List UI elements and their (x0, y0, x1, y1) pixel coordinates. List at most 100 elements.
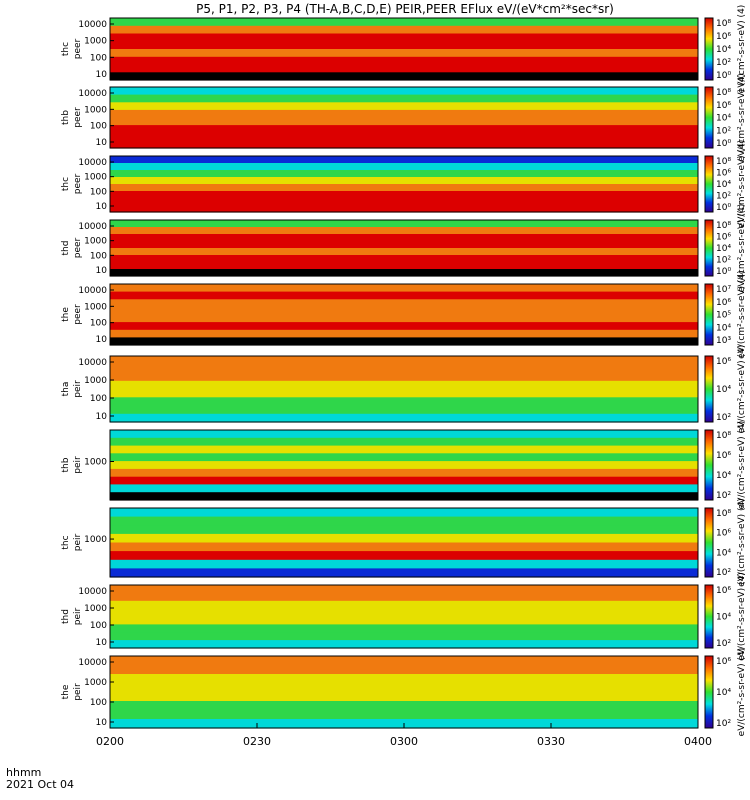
colorbar-tick-label: 10⁶ (716, 451, 731, 461)
colorbar (704, 86, 714, 149)
panel-band (110, 109, 698, 119)
panel-band (110, 41, 698, 50)
y-tick-label: 100 (90, 187, 107, 197)
colorbar (704, 584, 714, 649)
panel-band (110, 508, 698, 518)
panel-label-product: peer (73, 38, 83, 59)
panel-band (110, 397, 698, 407)
panel-label-product: peer (73, 173, 83, 194)
colorbar-label: eV/(cm²-s-sr-eV) (4) (737, 498, 747, 587)
panel-gap (110, 423, 698, 429)
y-tick-label: 1000 (84, 302, 107, 312)
y-tick-label: 10000 (78, 89, 107, 99)
panel-gap (110, 213, 698, 219)
colorbar-tick-label: 10² (716, 126, 731, 136)
panel-band (110, 248, 698, 256)
y-tick-label: 1000 (84, 173, 107, 183)
colorbar-tick-label: 10² (716, 568, 731, 578)
colorbar-tick-label: 10⁰ (716, 267, 731, 277)
panel-band (110, 322, 698, 331)
colorbar-tick-label: 10⁴ (716, 244, 731, 254)
y-tick-label: 100 (90, 698, 107, 708)
panel-band (110, 356, 698, 365)
colorbar-tick-label: 10⁴ (716, 688, 731, 698)
colorbar-label: eV/(cm²-s-sr-eV) (4) (737, 73, 747, 162)
panel-band (110, 140, 698, 149)
panel-label-product: peer (73, 107, 83, 128)
colorbar-tick-label: 10⁶ (716, 169, 731, 179)
panel-label-product: peir (73, 683, 83, 701)
panel-band (110, 525, 698, 535)
y-tick-label: 10000 (78, 158, 107, 168)
panel-label-probe: thd (61, 609, 71, 624)
panel-band (110, 18, 698, 27)
colorbar-tick-label: 10² (716, 192, 731, 202)
panel-band (110, 227, 698, 235)
colorbar-tick-label: 10⁴ (716, 613, 731, 623)
x-tick-label: 0300 (390, 735, 418, 748)
panel-band (110, 461, 698, 470)
colorbar-label: eV/(cm²-s-sr-eV) (4) (737, 345, 747, 434)
y-tick-label: 10 (96, 335, 108, 345)
colorbar-tick-label: 10⁶ (716, 586, 731, 596)
colorbar (704, 155, 714, 213)
panel-band (110, 413, 698, 423)
colorbar-tick-label: 10² (716, 413, 731, 423)
panel-band (110, 56, 698, 66)
panel-band (110, 191, 698, 199)
panel-band (110, 337, 698, 346)
colorbar-tick-label: 10⁸ (716, 221, 731, 231)
panel-frame (109, 584, 699, 649)
panel-gap (110, 578, 698, 584)
panel-band (110, 269, 698, 277)
time-label: hhmm (6, 766, 42, 779)
panel-band (110, 205, 698, 213)
panel-frame (109, 429, 699, 501)
y-tick-label: 10000 (78, 587, 107, 597)
panel-band (110, 656, 698, 666)
panel-band (110, 117, 698, 126)
colorbar-tick-label: 10⁶ (716, 529, 731, 539)
panel-band (110, 284, 698, 293)
panel-label-probe: thb (61, 457, 71, 472)
panel-frame (109, 17, 699, 81)
colorbar-tick-label: 10⁴ (716, 385, 731, 395)
date-label: 2021 Oct 04 (6, 778, 75, 791)
panel-band (110, 476, 698, 486)
panel-band (110, 262, 698, 270)
panel-gap (110, 501, 698, 507)
panel-band (110, 585, 698, 594)
y-tick-label: 10000 (78, 286, 107, 296)
y-tick-label: 1000 (84, 678, 107, 688)
x-tick-label: 0400 (684, 735, 712, 748)
colorbar-label: eV/(cm²-s-sr-eV) (4) (737, 421, 747, 510)
colorbar-label: eV/(cm²-s-sr-eV) (4) (737, 5, 747, 94)
panel-band (110, 665, 698, 675)
y-tick-label: 100 (90, 319, 107, 329)
colorbar-label: eV/(cm²-s-sr-eV) (4) (737, 648, 747, 737)
panel-frame (109, 155, 699, 213)
panel-band (110, 616, 698, 625)
panel-band (110, 291, 698, 300)
panel-label-product: peir (73, 380, 83, 398)
colorbar (704, 655, 714, 729)
panel-band (110, 430, 698, 439)
panel-band (110, 701, 698, 711)
colorbar-tick-label: 10⁶ (716, 657, 731, 667)
colorbar-tick-label: 10² (716, 719, 731, 729)
y-tick-label: 10 (96, 412, 108, 422)
panel-gap (110, 277, 698, 283)
panel-label-probe: thc (61, 535, 71, 549)
panel-band (110, 533, 698, 544)
panel-label-product: peir (73, 533, 83, 551)
panel-band (110, 64, 698, 73)
panel-band (110, 125, 698, 134)
colorbar-tick-label: 10⁴ (716, 180, 731, 190)
panel-band (110, 163, 698, 171)
panel-band (110, 94, 698, 103)
panel-band (110, 241, 698, 249)
panel-band (110, 559, 698, 569)
panel-band (110, 372, 698, 382)
panel-label-probe: thb (61, 110, 71, 125)
colorbar-tick-label: 10⁴ (716, 114, 731, 124)
